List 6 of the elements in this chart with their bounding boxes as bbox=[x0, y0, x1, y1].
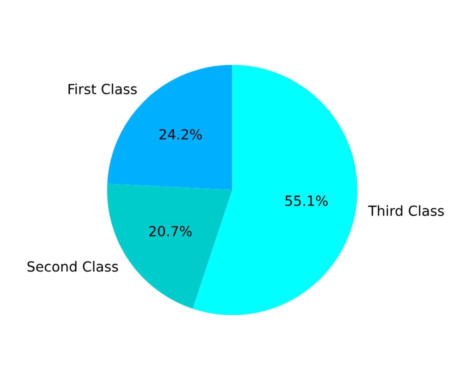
data-label: 20.7% bbox=[149, 226, 192, 236]
slice-label: First Class bbox=[68, 84, 137, 94]
slice-label: Second Class bbox=[28, 261, 118, 272]
slice-label: Third Class bbox=[368, 205, 444, 216]
data-label: 55.1% bbox=[285, 196, 328, 206]
data-label: 24.2% bbox=[159, 129, 202, 140]
